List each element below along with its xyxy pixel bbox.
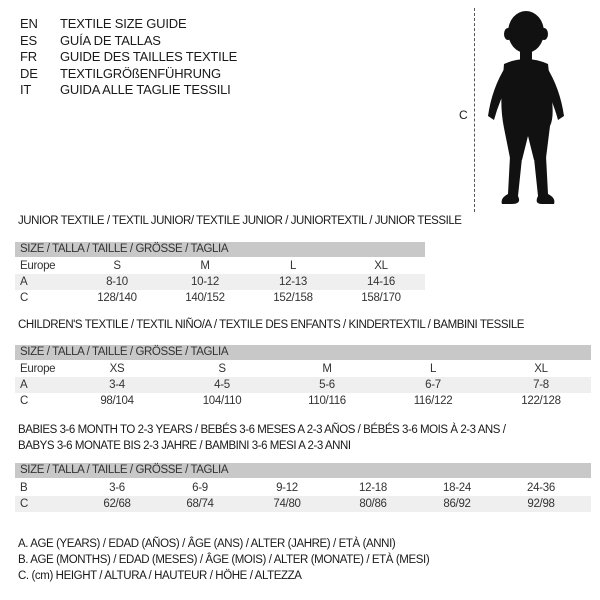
cell: XL	[534, 363, 548, 375]
cell: 92/98	[527, 498, 555, 510]
table-row: C 62/68 68/74 74/80 80/86 86/92 92/98	[15, 496, 591, 512]
cell: 14-16	[367, 276, 395, 288]
row-label: C	[20, 498, 29, 510]
cell: 6-9	[192, 482, 208, 494]
row-label: C	[20, 292, 29, 304]
lang-title: GUIDA ALLE TAGLIE TESSILI	[60, 82, 231, 97]
language-codes: EN ES FR DE IT	[20, 16, 38, 99]
cell: 9-12	[276, 482, 298, 494]
cell: 3-4	[109, 379, 125, 391]
cell: 98/104	[100, 395, 134, 407]
lang-title: GUÍA DE TALLAS	[60, 32, 161, 48]
lang-title: GUIDE DES TAILLES TEXTILE	[60, 49, 238, 64]
lang-code: ES	[20, 32, 37, 48]
row-label: Europe	[20, 363, 56, 375]
cell: XS	[109, 363, 125, 375]
table-row: C 128/140 140/152 152/158 158/170	[15, 290, 425, 306]
row-label: A	[20, 379, 28, 391]
lang-title: TEXTILE SIZE GUIDE	[60, 16, 187, 31]
lang-code: FR	[20, 49, 37, 64]
lang-code: DE	[20, 65, 38, 81]
height-measure-line	[474, 8, 475, 212]
cell: 122/128	[521, 395, 561, 407]
cell: 62/68	[103, 498, 131, 510]
lang-code: IT	[20, 82, 32, 97]
row-label: A	[20, 276, 28, 288]
cell: 128/140	[97, 292, 137, 304]
cell: 116/122	[413, 395, 453, 407]
babies-title-line1: BABIES 3-6 MONTH TO 2-3 YEARS / BEBÉS 3-…	[18, 424, 506, 436]
row-label: B	[20, 482, 28, 494]
cell: 8-10	[106, 276, 128, 288]
legend-a: A. AGE (YEARS) / EDAD (AÑOS) / ÂGE (ANS)…	[18, 538, 396, 550]
cell: S	[218, 363, 226, 375]
cell: 110/116	[308, 395, 346, 407]
cell: L	[289, 260, 297, 272]
child-silhouette-icon	[488, 11, 564, 204]
cell: M	[200, 260, 210, 272]
legend-b: B. AGE (MONTHS) / EDAD (MESES) / ÂGE (MO…	[18, 554, 430, 566]
cell: L	[429, 363, 437, 375]
cell: 12-18	[359, 482, 387, 494]
table-row: A 3-4 4-5 5-6 6-7 7-8	[15, 377, 591, 393]
cell: M	[322, 363, 332, 375]
table-row: A 8-10 10-12 12-13 14-16	[15, 274, 425, 290]
cell: XL	[374, 260, 388, 272]
cell: 68/74	[186, 498, 214, 510]
cell: 6-7	[425, 379, 441, 391]
language-titles: TEXTILE SIZE GUIDE GUÍA DE TALLAS GUIDE …	[60, 16, 237, 99]
cell: S	[113, 260, 121, 272]
children-size-header: SIZE / TALLA / TAILLE / GRÖSSE / TAGLIA	[15, 345, 591, 360]
table-row: C 98/104 104/110 110/116 116/122 122/128	[15, 393, 591, 409]
height-measure-label: C	[459, 108, 468, 122]
cell: 3-6	[109, 482, 125, 494]
lang-title: TEXTILGRÖßENFÜHRUNG	[60, 65, 221, 81]
cell: 104/110	[202, 395, 242, 407]
table-row: Europe S M L XL	[15, 258, 425, 274]
babies-title-line2: BABYS 3-6 MONATE BIS 2-3 JAHRE / BAMBINI…	[18, 440, 351, 452]
cell: 4-5	[214, 379, 230, 391]
cell: 24-36	[527, 482, 555, 494]
junior-title: JUNIOR TEXTILE / TEXTIL JUNIOR/ TEXTILE …	[18, 215, 462, 227]
cell: 86/92	[443, 498, 471, 510]
junior-size-header: SIZE / TALLA / TAILLE / GRÖSSE / TAGLIA	[15, 242, 425, 257]
cell: 80/86	[359, 498, 387, 510]
cell: 18-24	[443, 482, 471, 494]
cell: 10-12	[191, 276, 219, 288]
cell: 5-6	[319, 379, 335, 391]
cell: 158/170	[361, 292, 401, 304]
row-label: Europe	[20, 260, 56, 272]
cell: 152/158	[273, 292, 313, 304]
table-row: Europe XS S M L XL	[15, 361, 591, 377]
cell: 7-8	[533, 379, 549, 391]
table-row: B 3-6 6-9 9-12 12-18 18-24 24-36	[15, 480, 591, 496]
cell: 140/152	[185, 292, 225, 304]
cell: 74/80	[273, 498, 301, 510]
row-label: C	[20, 395, 29, 407]
legend-c: C. (cm) HEIGHT / ALTURA / HAUTEUR / HÖHE…	[18, 570, 302, 582]
cell: 12-13	[279, 276, 307, 288]
babies-size-header: SIZE / TALLA / TAILLE / GRÖSSE / TAGLIA	[15, 463, 591, 478]
children-title: CHILDREN'S TEXTILE / TEXTIL NIÑO/A / TEX…	[18, 319, 524, 331]
lang-code: EN	[20, 16, 38, 31]
